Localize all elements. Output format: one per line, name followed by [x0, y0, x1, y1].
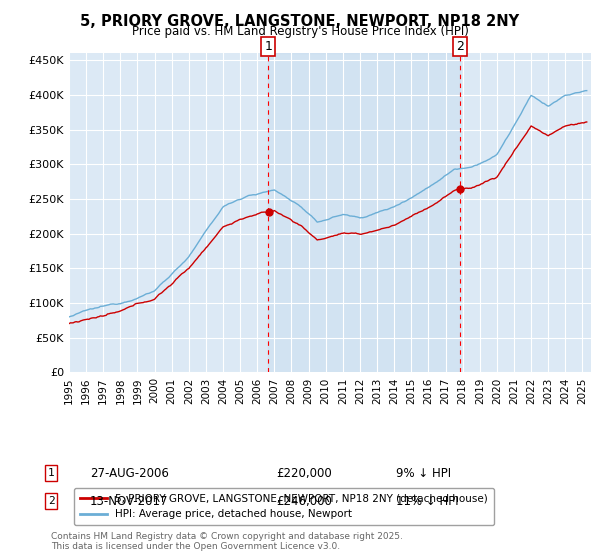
- Text: £246,000: £246,000: [276, 494, 332, 508]
- Text: 5, PRIORY GROVE, LANGSTONE, NEWPORT, NP18 2NY: 5, PRIORY GROVE, LANGSTONE, NEWPORT, NP1…: [80, 14, 520, 29]
- Legend: 5, PRIORY GROVE, LANGSTONE, NEWPORT, NP18 2NY (detached house), HPI: Average pri: 5, PRIORY GROVE, LANGSTONE, NEWPORT, NP1…: [74, 488, 494, 525]
- Text: Price paid vs. HM Land Registry's House Price Index (HPI): Price paid vs. HM Land Registry's House …: [131, 25, 469, 38]
- Text: 11% ↓ HPI: 11% ↓ HPI: [396, 494, 458, 508]
- Text: 27-AUG-2006: 27-AUG-2006: [90, 466, 169, 480]
- Text: 9% ↓ HPI: 9% ↓ HPI: [396, 466, 451, 480]
- Text: 2: 2: [457, 40, 464, 53]
- Text: Contains HM Land Registry data © Crown copyright and database right 2025.
This d: Contains HM Land Registry data © Crown c…: [51, 532, 403, 551]
- Text: 1: 1: [265, 40, 272, 53]
- Text: 13-NOV-2017: 13-NOV-2017: [90, 494, 169, 508]
- Text: 1: 1: [47, 468, 55, 478]
- Text: 2: 2: [47, 496, 55, 506]
- Bar: [268, 53, 460, 372]
- Text: £220,000: £220,000: [276, 466, 332, 480]
